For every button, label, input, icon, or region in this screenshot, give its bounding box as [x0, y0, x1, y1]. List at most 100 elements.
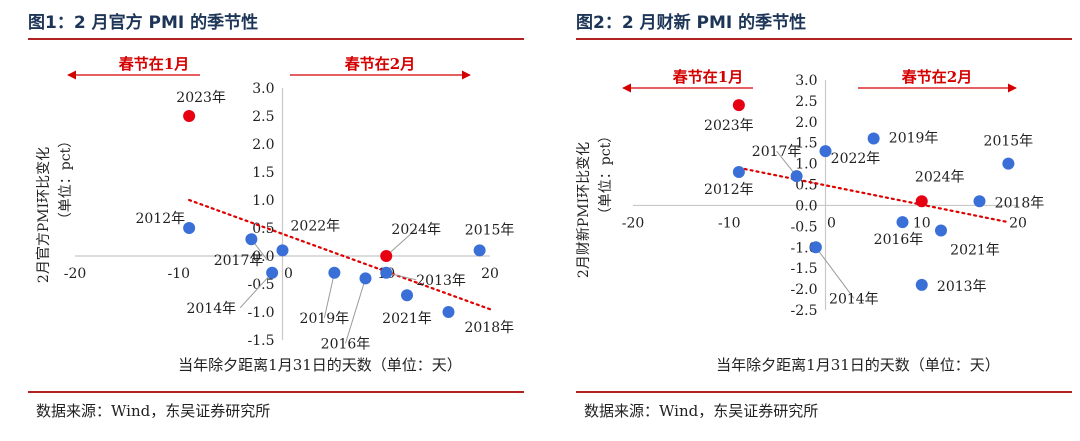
- data-label: 2021年: [382, 311, 432, 327]
- x-tick-label: 20: [1009, 215, 1027, 231]
- data-point-2024: [380, 250, 393, 262]
- data-label: 2012年: [135, 211, 185, 227]
- data-label: 2024年: [391, 222, 441, 238]
- data-point-2016: [359, 272, 372, 285]
- trendline: [737, 166, 1010, 224]
- data-label: 2023年: [704, 118, 754, 134]
- data-label: 2012年: [704, 182, 754, 198]
- y-axis-unit: （单位：pct）: [598, 129, 614, 221]
- data-point-2021: [401, 289, 413, 302]
- data-point-2012: [732, 166, 745, 178]
- data-point-2022: [276, 244, 289, 257]
- data-point-2012: [183, 222, 196, 234]
- trendline: [188, 198, 492, 311]
- x-tick-label: -10: [718, 215, 741, 231]
- y-tick-label: 2.0: [795, 115, 817, 131]
- annotation-left: 春节在1月: [119, 55, 189, 73]
- x-tick-label: -20: [64, 266, 87, 282]
- y-tick-label: 2.5: [252, 109, 274, 125]
- label-leader: [239, 272, 273, 309]
- data-label: 2018年: [465, 320, 515, 336]
- data-label: 2014年: [829, 291, 879, 307]
- x-tick-label: -10: [167, 266, 190, 282]
- data-point-2016: [896, 216, 909, 229]
- data-label: 2016年: [874, 232, 924, 248]
- x-tick-label: 0: [284, 266, 293, 282]
- data-label: 2017年: [752, 144, 802, 160]
- data-point-2015: [1002, 157, 1015, 170]
- y-tick-label: 3.0: [252, 81, 274, 97]
- data-point-2021: [935, 224, 947, 237]
- data-point-2018: [973, 195, 986, 208]
- chart-title: 图1：2 月官方 PMI 的季节性: [28, 13, 259, 33]
- x-tick-label: -20: [622, 215, 645, 231]
- source-divider: [576, 391, 1072, 393]
- x-tick-label: 20: [481, 266, 499, 282]
- label-leader: [815, 246, 855, 299]
- annotation-left: 春节在1月: [673, 68, 743, 86]
- y-tick-label: 3.0: [795, 73, 817, 89]
- data-label: 2022年: [831, 151, 881, 167]
- label-leader: [385, 228, 417, 257]
- data-label: 2023年: [176, 90, 226, 106]
- scatter-plot: -1.5-1.0-0.50.00.51.01.52.02.53.0-20-100…: [36, 55, 515, 374]
- x-axis-title: 当年除夕距离1月31日的天数（单位：天）: [178, 356, 462, 374]
- y-tick-label: 1.5: [795, 136, 817, 152]
- y-tick-label: 1.0: [795, 157, 817, 173]
- y-tick-label: -2.5: [791, 303, 818, 319]
- data-label: 2013年: [937, 279, 987, 295]
- data-point-2019: [867, 132, 880, 145]
- source-note: 数据来源：Wind，东吴证券研究所: [584, 402, 819, 420]
- data-label: 2014年: [186, 301, 236, 317]
- data-label: 2016年: [321, 336, 371, 352]
- data-label: 2018年: [995, 195, 1045, 211]
- data-label: 2021年: [950, 243, 1000, 259]
- data-point-2017: [790, 170, 803, 183]
- data-point-2013: [380, 266, 393, 279]
- data-label: 2015年: [465, 222, 515, 238]
- x-axis-title: 当年除夕距离1月31日的天数（单位：天）: [716, 356, 1000, 374]
- y-tick-label: -0.5: [791, 219, 818, 235]
- y-tick-label: 1.5: [252, 165, 274, 181]
- annotation-right: 春节在2月: [345, 55, 415, 73]
- label-leader: [323, 272, 335, 318]
- y-tick-label: 2.5: [795, 94, 817, 110]
- data-point-2023: [183, 110, 196, 122]
- data-point-2019: [328, 266, 341, 279]
- data-label: 2024年: [915, 169, 965, 185]
- y-tick-label: -1.5: [248, 333, 275, 349]
- data-point-2013: [915, 278, 928, 291]
- data-label: 2015年: [984, 134, 1034, 150]
- chart-panel-1: 图1：2 月官方 PMI 的季节性 -1.5-1.0-0.50.00.51.01…: [0, 0, 532, 441]
- data-point-2022: [819, 145, 832, 158]
- source-note: 数据来源：Wind，东吴证券研究所: [36, 402, 271, 420]
- chart-panel-2: 图2：2 月财新 PMI 的季节性 -2.5 -2.0 -1.5 -1.0 -0.5 0.…: [548, 0, 1080, 441]
- data-point-2017: [245, 233, 258, 246]
- title-divider: [28, 38, 524, 40]
- scatter-plot: -2.5-2.0-1.5-1.0-0.50.00.51.01.52.02.53.…: [576, 68, 1045, 374]
- y-tick-label: 0.0: [795, 198, 817, 214]
- y-axis-title: 2月财新PMI环比变化: [576, 142, 592, 278]
- y-tick-label: 0.5: [252, 221, 274, 237]
- data-point-2018: [442, 306, 455, 318]
- y-tick-label: -1.0: [248, 305, 275, 321]
- x-tick-label: 10: [913, 215, 931, 231]
- data-label: 2019年: [889, 131, 939, 147]
- label-leader: [345, 278, 366, 344]
- y-tick-label: -1.5: [791, 261, 818, 277]
- title-divider: [576, 38, 1072, 40]
- y-tick-label: -2.0: [791, 282, 818, 298]
- y-tick-label: 0.0: [252, 249, 274, 265]
- data-label: 2017年: [214, 253, 264, 269]
- source-divider: [28, 391, 524, 393]
- data-point-2024: [915, 195, 928, 208]
- y-tick-label: 1.0: [252, 193, 274, 209]
- y-axis-unit: （单位：pct）: [58, 134, 74, 226]
- chart-title: 图2：2 月财新 PMI 的季节性: [576, 13, 807, 33]
- data-label: 2022年: [291, 218, 341, 234]
- y-axis-title: 2月官方PMI环比变化: [36, 147, 52, 283]
- data-point-2023: [732, 99, 745, 112]
- data-point-2014: [809, 241, 822, 254]
- y-tick-label: 2.0: [252, 137, 274, 153]
- data-label: 2013年: [416, 273, 466, 289]
